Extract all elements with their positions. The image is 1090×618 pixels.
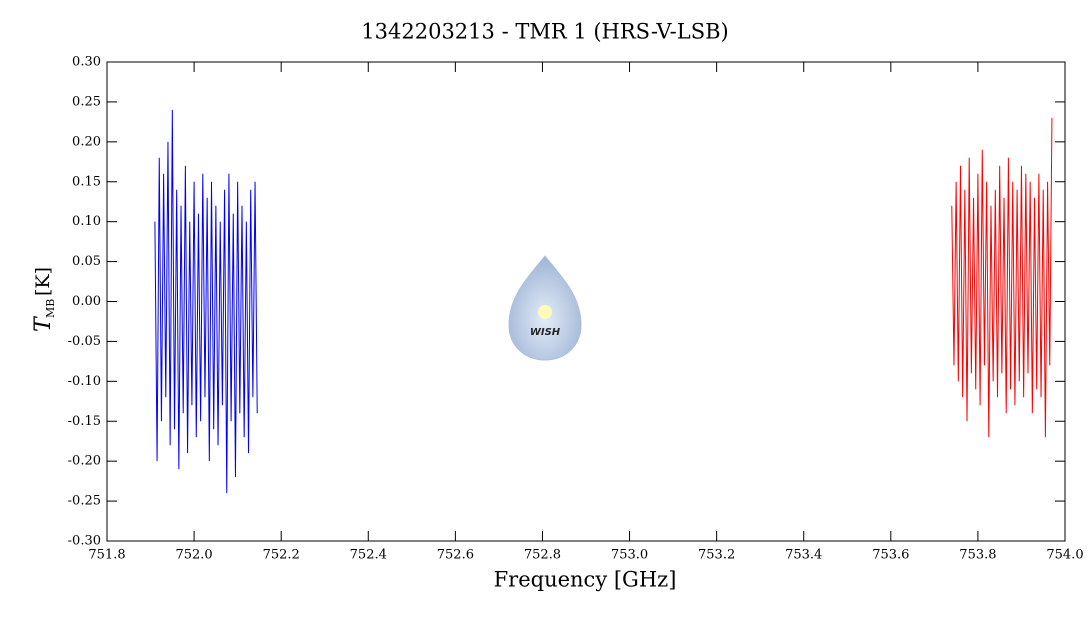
- x-tick-label: 752.8: [524, 548, 561, 563]
- y-tick-label: 0.10: [72, 214, 101, 229]
- y-tick-label: 0.00: [72, 294, 101, 309]
- spectrum-line: [951, 117, 1053, 438]
- y-tick-label: -0.25: [68, 494, 101, 509]
- watermark: WISH: [508, 255, 582, 361]
- y-axis-title-sub: MB: [44, 299, 57, 318]
- x-tick-label: 752.4: [350, 548, 387, 563]
- y-tick-label: 0.05: [72, 254, 101, 269]
- x-axis-title: Frequency [GHz]: [494, 568, 677, 592]
- x-tick-label: 753.6: [872, 548, 909, 563]
- y-tick-label: -0.15: [68, 414, 101, 429]
- y-tick-label: -0.20: [68, 454, 101, 469]
- x-tick-label: 753.8: [959, 548, 996, 563]
- x-tick-label: 753.2: [698, 548, 735, 563]
- watermark-star: [538, 305, 552, 319]
- x-tick-label: 752.6: [437, 548, 474, 563]
- plot-frame: [106, 61, 1066, 542]
- y-tick-label: -0.10: [68, 374, 101, 389]
- x-tick-label: 751.8: [88, 548, 125, 563]
- y-axis-title-unit: [K]: [32, 267, 54, 296]
- watermark-text: WISH: [530, 327, 561, 338]
- y-tick-label: 0.20: [72, 134, 101, 149]
- chart-title: 1342203213 - TMR 1 (HRS-V-LSB): [361, 20, 728, 44]
- y-tick-label: -0.05: [68, 334, 101, 349]
- y-axis-title: T MB [K]: [31, 267, 57, 332]
- y-tick-label: 0.25: [72, 94, 101, 109]
- x-tick-label: 752.0: [175, 548, 212, 563]
- y-tick-label: -0.30: [68, 534, 101, 549]
- y-tick-label: 0.30: [72, 55, 101, 70]
- x-tick-label: 753.0: [611, 548, 648, 563]
- spectrum-line: [154, 109, 258, 494]
- x-tick-label: 752.2: [263, 548, 300, 563]
- x-tick-label: 754.0: [1046, 548, 1083, 563]
- x-tick-label: 753.4: [785, 548, 822, 563]
- y-tick-label: 0.15: [72, 174, 101, 189]
- y-axis-title-main: T: [31, 315, 56, 332]
